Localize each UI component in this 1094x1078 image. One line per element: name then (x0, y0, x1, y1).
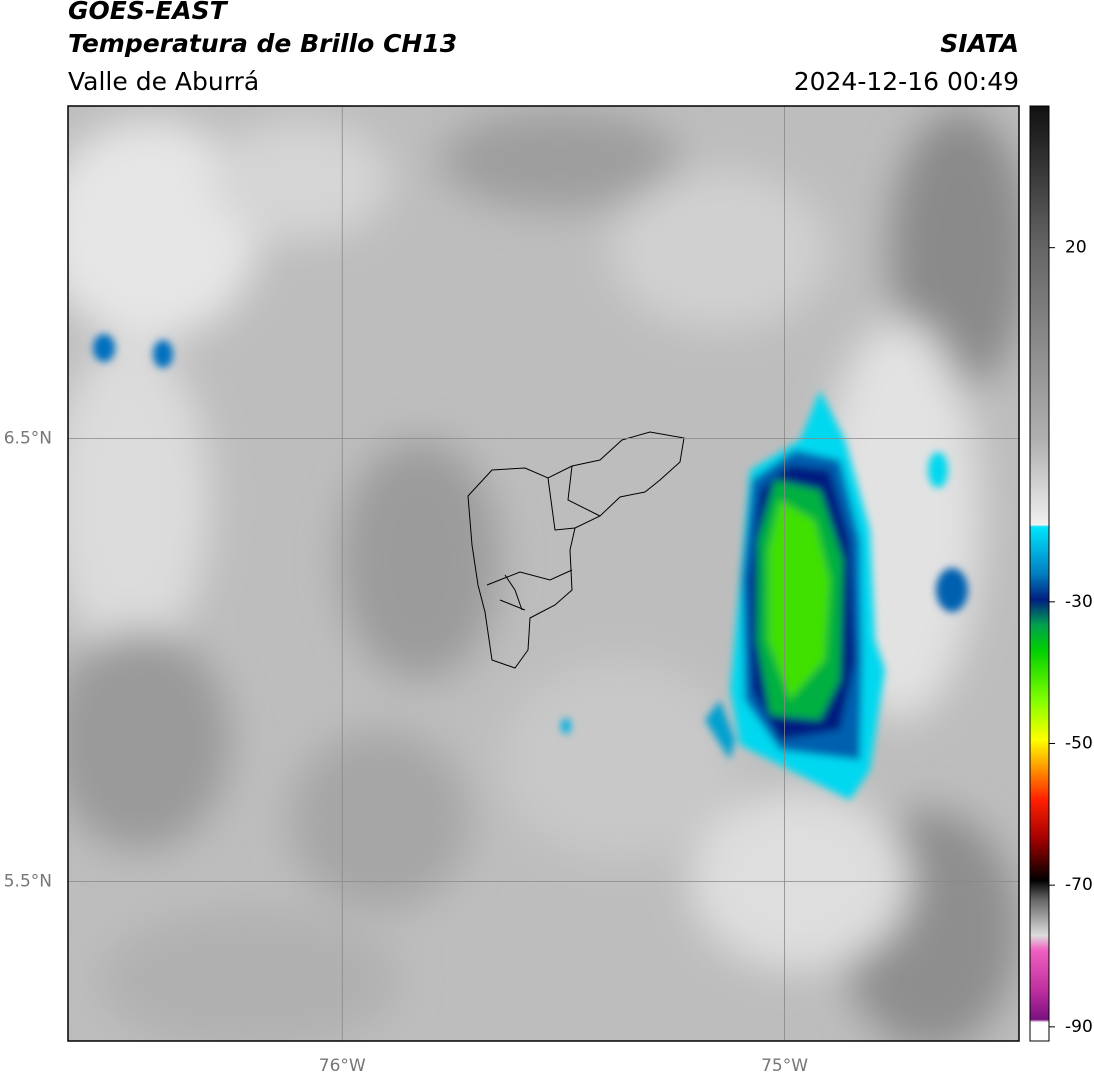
colorbar-tick-label: -90 (1065, 1017, 1093, 1037)
colorbar-tick-label: 20 (1065, 238, 1087, 258)
colorbar (1029, 105, 1050, 1042)
map-frame (67, 105, 1020, 1042)
y-tick-label: 5.5°N (4, 871, 52, 891)
agency: SIATA (940, 29, 1019, 58)
product: Temperatura de Brillo CH13 (68, 29, 457, 58)
colorbar-tick-label: -30 (1065, 592, 1093, 612)
datetime: 2024-12-16 00:49 (794, 67, 1019, 96)
colorbar-tick-label: -70 (1065, 875, 1093, 895)
colorbar-tick-label: -50 (1065, 734, 1093, 754)
region: Valle de Aburrá (68, 67, 259, 96)
satellite-image (68, 106, 1019, 1041)
x-tick-label: 75°W (761, 1056, 808, 1076)
y-tick-label: 6.5°N (4, 428, 52, 448)
x-tick-label: 76°W (319, 1056, 366, 1076)
satellite: GOES-EAST (68, 0, 229, 25)
graticule (68, 106, 1019, 1041)
